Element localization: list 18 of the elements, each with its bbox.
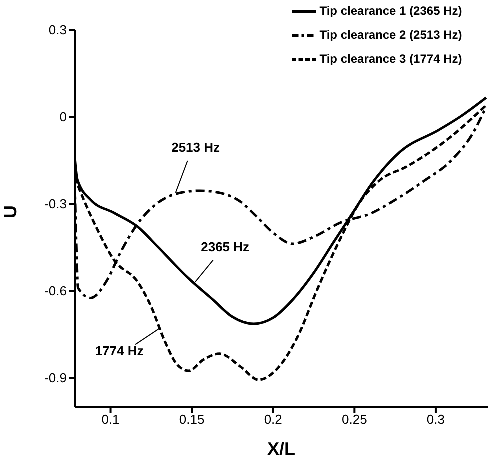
y-tick-label: -0.6 [44, 284, 67, 299]
legend-label: Tip clearance 3 (1774 Hz) [320, 52, 462, 66]
y-axis-title: U [0, 206, 20, 218]
y-tick-label: 0.3 [48, 22, 67, 38]
y-tick-label: -0.9 [44, 370, 67, 386]
x-tick-label: 0.1 [102, 412, 120, 428]
x-tick-label: 0.2 [264, 412, 282, 428]
legend-label: Tip clearance 1 (2365 Hz) [320, 4, 462, 18]
x-tick-label: 0.15 [179, 412, 205, 428]
x-axis-title: X/L [267, 439, 296, 455]
x-tick-label: 0.25 [342, 412, 368, 428]
x-tick-label: 0.3 [426, 412, 446, 428]
legend-label: Tip clearance 2 (2513 Hz) [320, 28, 462, 42]
annotation: 1774 Hz [95, 344, 144, 359]
y-tick-label: 0 [60, 110, 67, 125]
y-tick-label: -0.3 [44, 196, 67, 212]
annotation: 2513 Hz [172, 140, 221, 155]
annotation: 2365 Hz [201, 239, 250, 254]
